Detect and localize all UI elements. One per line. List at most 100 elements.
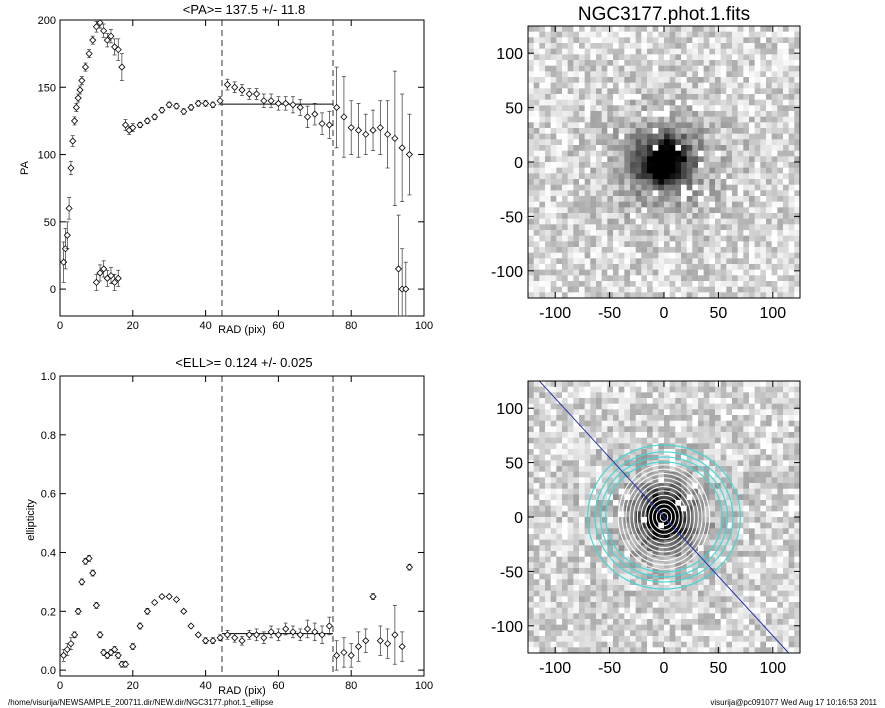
image-pixel (533, 241, 540, 248)
image-pixel (754, 201, 761, 208)
image-pixel (771, 99, 778, 106)
image-pixel (556, 596, 563, 603)
image-pixel (658, 111, 665, 118)
data-point (165, 101, 173, 109)
image-pixel (771, 54, 778, 61)
image-pixel (715, 116, 722, 123)
image-pixel (618, 230, 625, 237)
image-pixel (754, 162, 761, 169)
image-pixel (562, 534, 569, 541)
image-pixel (652, 43, 659, 50)
image-pixel (794, 252, 801, 259)
x-tick-label: 40 (199, 320, 211, 332)
image-pixel (573, 483, 580, 490)
image-pixel (613, 292, 620, 299)
image-pixel (562, 162, 569, 169)
image-pixel (692, 54, 699, 61)
image-pixel (630, 99, 637, 106)
image-pixel (641, 77, 648, 84)
image-pixel (652, 77, 659, 84)
image-pixel (556, 173, 563, 180)
image-pixel (669, 619, 676, 626)
image-pixel (681, 201, 688, 208)
image-pixel (732, 145, 739, 152)
image-pixel (681, 528, 688, 535)
image-pixel (647, 150, 654, 157)
image-pixel (771, 264, 778, 271)
x-tick-label: 20 (127, 320, 139, 332)
image-pixel (556, 145, 563, 152)
image-pixel (692, 213, 699, 220)
image-pixel (715, 517, 722, 524)
image-pixel (601, 201, 608, 208)
image-pixel (788, 122, 795, 129)
image-pixel (754, 562, 761, 569)
image-pixel (545, 224, 552, 231)
image-pixel (664, 275, 671, 282)
image-pixel (528, 641, 535, 648)
image-pixel (613, 60, 620, 67)
image-pixel (698, 539, 705, 546)
image-pixel (539, 579, 546, 586)
image-pixel (533, 128, 540, 135)
image-pixel (664, 71, 671, 78)
image-pixel (579, 264, 586, 271)
image-pixel (601, 111, 608, 118)
image-pixel (766, 247, 773, 254)
image-pixel (567, 381, 574, 388)
image-pixel (692, 403, 699, 410)
image-pixel (760, 420, 767, 427)
image-pixel (675, 494, 682, 501)
image-pixel (692, 636, 699, 643)
image-pixel (624, 415, 631, 422)
image-pixel (545, 579, 552, 586)
image-pixel (624, 641, 631, 648)
image-pixel (658, 500, 665, 507)
image-pixel (556, 139, 563, 146)
image-pixel (703, 505, 710, 512)
image-pixel (686, 139, 693, 146)
image-pixel (726, 82, 733, 89)
image-pixel (766, 415, 773, 422)
image-pixel (783, 258, 790, 265)
image-pixel (760, 26, 767, 33)
image-pixel (562, 511, 569, 518)
image-pixel (635, 551, 642, 558)
image-pixel (613, 54, 620, 61)
image-pixel (749, 437, 756, 444)
image-pixel (720, 624, 727, 631)
image-pixel (584, 71, 591, 78)
image-pixel (556, 381, 563, 388)
image-pixel (686, 26, 693, 33)
image-pixel (652, 602, 659, 609)
image-pixel (692, 31, 699, 38)
image-pixel (652, 392, 659, 399)
image-pixel (664, 162, 671, 169)
image-pixel (647, 269, 654, 276)
image-pixel (737, 122, 744, 129)
image-pixel (720, 275, 727, 282)
image-pixel (618, 224, 625, 231)
image-pixel (726, 31, 733, 38)
image-pixel (743, 196, 750, 203)
image-pixel (556, 179, 563, 186)
image-pixel (624, 247, 631, 254)
image-pixel (539, 590, 546, 597)
image-pixel (664, 613, 671, 620)
image-pixel (630, 54, 637, 61)
image-pixel (641, 381, 648, 388)
image-pixel (545, 201, 552, 208)
image-pixel (584, 264, 591, 271)
image-pixel (692, 437, 699, 444)
image-pixel (630, 409, 637, 416)
image-pixel (743, 111, 750, 118)
image-pixel (545, 409, 552, 416)
image-pixel (630, 179, 637, 186)
image-pixel (647, 213, 654, 220)
image-pixel (675, 381, 682, 388)
image-pixel (692, 99, 699, 106)
image-pixel (618, 579, 625, 586)
image-pixel (698, 111, 705, 118)
image-pixel (556, 556, 563, 563)
image-pixel (715, 420, 722, 427)
